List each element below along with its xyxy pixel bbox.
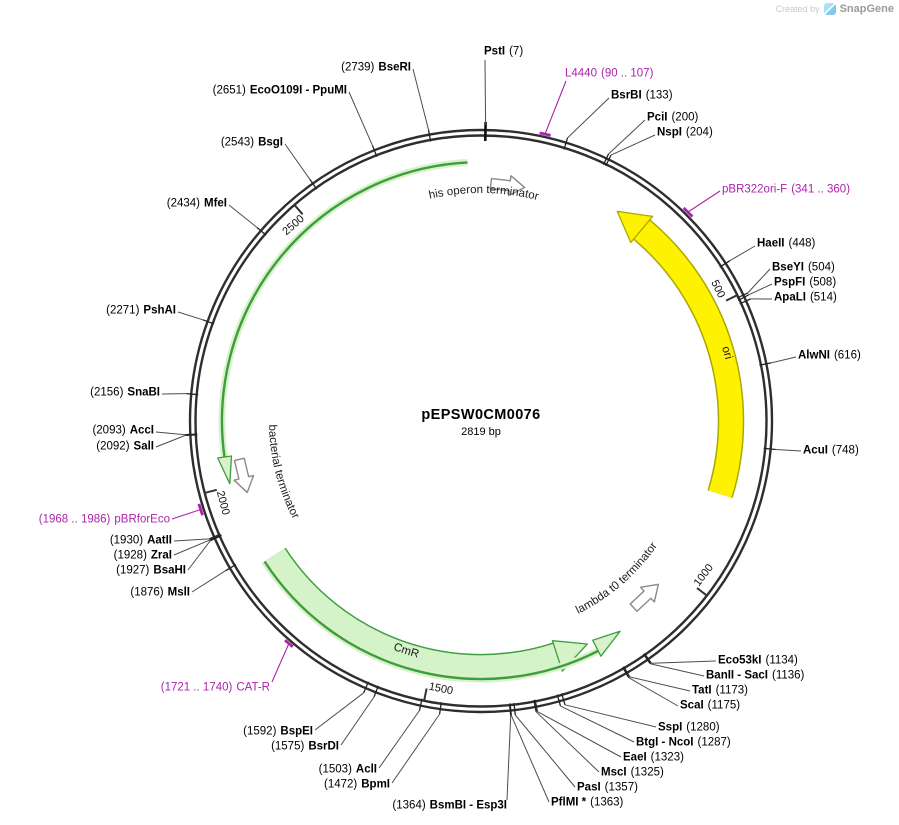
enzyme-label-scaI[interactable]: ScaI (1175) (680, 699, 741, 712)
enzyme-label-pshAI[interactable]: (2271) PshAI (106, 304, 176, 317)
enzyme-label-bsmBI-esp3I[interactable]: (1364) BsmBI - Esp3I (392, 799, 507, 812)
enzyme-label-haeII[interactable]: HaeII (448) (757, 237, 816, 250)
bacterial-terminator-arrow-icon[interactable] (230, 457, 257, 495)
enzyme-label-bseYI[interactable]: BseYI (504) (772, 261, 835, 274)
enzyme-label-btgI-ncoI[interactable]: BtgI - NcoI (1287) (636, 736, 731, 749)
cmr-feature-arrow[interactable] (261, 547, 588, 683)
scale-label-2000: 2000 (214, 490, 232, 517)
primer-label-pbr322ori-f[interactable]: pBR322ori-F (341 .. 360) (722, 183, 851, 196)
enzyme-label-ecoO109I-ppuMI[interactable]: (2651) EcoO109I - PpuMI (212, 84, 347, 97)
plasmid-backbone-ring (188, 128, 774, 714)
bacterial-terminator-label[interactable]: bacterial terminator (266, 424, 301, 521)
primer-label-pbrforeco[interactable]: (1968 .. 1986) pBRforEco (38, 513, 170, 526)
enzyme-label-bsrDI[interactable]: (1575) BsrDI (271, 740, 339, 753)
scale-tick-marks (204, 204, 738, 701)
enzyme-label-pflMI[interactable]: PflMI * (1363) (551, 796, 624, 809)
enzyme-tick-marks (185, 121, 776, 716)
enzyme-label-mslI[interactable]: (1876) MslI (130, 586, 190, 599)
enzyme-label-bpmI[interactable]: (1472) BpmI (324, 778, 390, 791)
ori-label[interactable]: ori (719, 345, 734, 361)
enzyme-label-acuI[interactable]: AcuI (748) (803, 444, 859, 457)
enzyme-label-bseRI[interactable]: (2739) BseRI (341, 61, 411, 74)
enzyme-label-eaeI[interactable]: EaeI (1323) (623, 751, 684, 764)
enzyme-label-zraI[interactable]: (1928) ZraI (113, 549, 172, 562)
plasmid-title-block: pEPSW0CM0076 2819 bp (421, 407, 540, 438)
enzyme-label-pstI[interactable]: PstI (7) (484, 45, 524, 58)
enzyme-label-bspEI[interactable]: (1592) BspEI (243, 725, 313, 738)
reverse-gene-arc[interactable] (217, 158, 468, 485)
enzyme-label-nspI[interactable]: NspI (204) (657, 126, 713, 139)
enzyme-label-banII-sacI[interactable]: BanII - SacI (1136) (706, 669, 805, 682)
watermark-created-by: Created by (775, 4, 820, 14)
primer-label-l4440[interactable]: L4440 (90 .. 107) (565, 67, 654, 80)
his-terminator-arrow-icon[interactable] (489, 174, 526, 198)
snapgene-logo-icon (823, 3, 836, 15)
primer-connector-lines (171, 80, 721, 683)
enzyme-label-mscI[interactable]: MscI (1325) (601, 766, 664, 779)
enzyme-label-salI[interactable]: (2092) SalI (96, 440, 154, 453)
plasmid-name[interactable]: pEPSW0CM0076 (421, 407, 541, 423)
lambda-t0-terminator-label[interactable]: lambda t0 terminator (574, 540, 660, 616)
cmr-gene-arc[interactable] (261, 559, 621, 683)
enzyme-label-bsgI[interactable]: (2543) BsgI (220, 136, 283, 149)
enzyme-label-bsrBI[interactable]: BsrBI (133) (611, 89, 673, 102)
enzyme-connector-lines (155, 59, 802, 803)
enzyme-label-alwNI[interactable]: AlwNI (616) (798, 349, 861, 362)
enzyme-label-mfeI[interactable]: (2434) MfeI (166, 197, 227, 210)
watermark-brand: SnapGene (839, 3, 894, 15)
enzyme-label-pasI[interactable]: PasI (1357) (577, 781, 638, 794)
enzyme-label-bsaHI[interactable]: (1927) BsaHI (116, 564, 186, 577)
scale-label-1500: 1500 (428, 681, 454, 698)
enzyme-label-accI[interactable]: (2093) AccI (92, 424, 154, 437)
primer-label-cat-r[interactable]: (1721 .. 1740) CAT-R (160, 681, 270, 694)
enzyme-label-snaBI[interactable]: (2156) SnaBI (90, 386, 160, 399)
ori-feature-arrow[interactable] (616, 210, 745, 498)
watermark: Created by SnapGene (776, 3, 894, 15)
enzyme-label-pspFI[interactable]: PspFI (508) (774, 276, 837, 289)
lambda-t0-terminator-arrow-icon[interactable] (627, 577, 665, 615)
enzyme-label-pciI[interactable]: PciI (200) (647, 111, 699, 124)
enzyme-label-aatII[interactable]: (1930) AatII (109, 534, 172, 547)
enzyme-label-apaLI[interactable]: ApaLI (514) (774, 291, 837, 304)
enzyme-label-sspI[interactable]: SspI (1280) (658, 721, 720, 734)
enzyme-label-aclI[interactable]: (1503) AclI (318, 763, 377, 776)
scale-label-1000: 1000 (692, 562, 716, 589)
enzyme-label-tatI[interactable]: TatI (1173) (692, 684, 748, 697)
plasmid-size: 2819 bp (461, 426, 501, 438)
enzyme-label-eco53kI[interactable]: Eco53kI (1134) (718, 654, 798, 667)
